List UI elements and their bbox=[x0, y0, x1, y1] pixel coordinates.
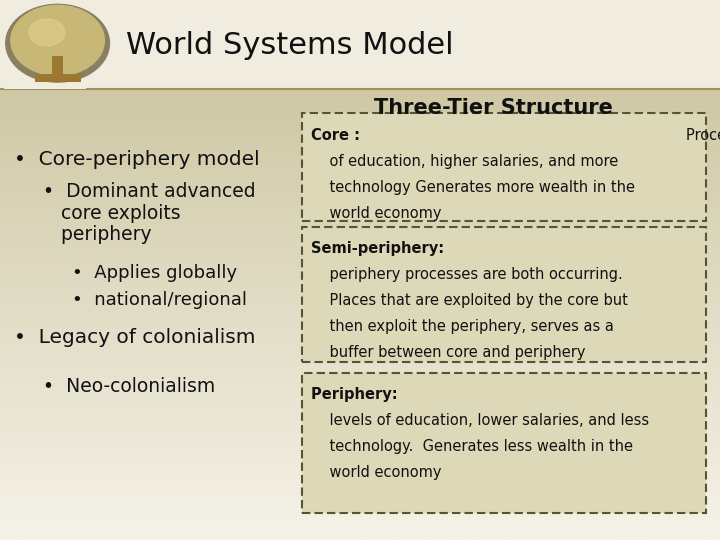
Text: •  national/regional: • national/regional bbox=[72, 291, 247, 309]
Text: Three-Tier Structure: Three-Tier Structure bbox=[374, 98, 613, 118]
Bar bbox=[0, 0, 720, 89]
Text: •  Core-periphery model: • Core-periphery model bbox=[14, 150, 260, 169]
Bar bbox=[52, 56, 63, 77]
Text: core exploits: core exploits bbox=[43, 204, 181, 223]
FancyBboxPatch shape bbox=[302, 227, 706, 362]
Bar bbox=[35, 74, 81, 82]
Text: Semi-periphery:: Semi-periphery: bbox=[311, 241, 454, 256]
Bar bbox=[4, 0, 86, 89]
Circle shape bbox=[6, 4, 109, 82]
Text: technology Generates more wealth in the: technology Generates more wealth in the bbox=[311, 180, 635, 195]
Circle shape bbox=[11, 5, 104, 76]
Text: levels of education, lower salaries, and less: levels of education, lower salaries, and… bbox=[311, 413, 649, 428]
Text: Periphery:: Periphery: bbox=[311, 387, 408, 402]
Text: World Systems Model: World Systems Model bbox=[126, 31, 454, 60]
Text: Places that are exploited by the core but: Places that are exploited by the core bu… bbox=[311, 293, 628, 308]
Text: then exploit the periphery, serves as a: then exploit the periphery, serves as a bbox=[311, 319, 614, 334]
Text: •  Dominant advanced: • Dominant advanced bbox=[43, 182, 256, 201]
Text: world economy: world economy bbox=[311, 465, 441, 480]
Text: buffer between core and periphery: buffer between core and periphery bbox=[311, 345, 585, 360]
Text: •  Legacy of colonialism: • Legacy of colonialism bbox=[14, 328, 256, 347]
Text: Processes that incorporate higher levels: Processes that incorporate higher levels bbox=[686, 128, 720, 143]
Text: periphery: periphery bbox=[43, 225, 152, 245]
Text: periphery processes are both occurring.: periphery processes are both occurring. bbox=[311, 267, 623, 282]
Text: technology.  Generates less wealth in the: technology. Generates less wealth in the bbox=[311, 439, 633, 454]
FancyBboxPatch shape bbox=[302, 373, 706, 513]
FancyBboxPatch shape bbox=[302, 113, 706, 221]
Circle shape bbox=[29, 19, 65, 46]
Text: of education, higher salaries, and more: of education, higher salaries, and more bbox=[311, 154, 618, 169]
Text: •  Neo-colonialism: • Neo-colonialism bbox=[43, 376, 215, 396]
Text: •  Applies globally: • Applies globally bbox=[72, 264, 237, 282]
Text: world economy: world economy bbox=[311, 206, 441, 221]
Text: Core :: Core : bbox=[311, 128, 370, 143]
